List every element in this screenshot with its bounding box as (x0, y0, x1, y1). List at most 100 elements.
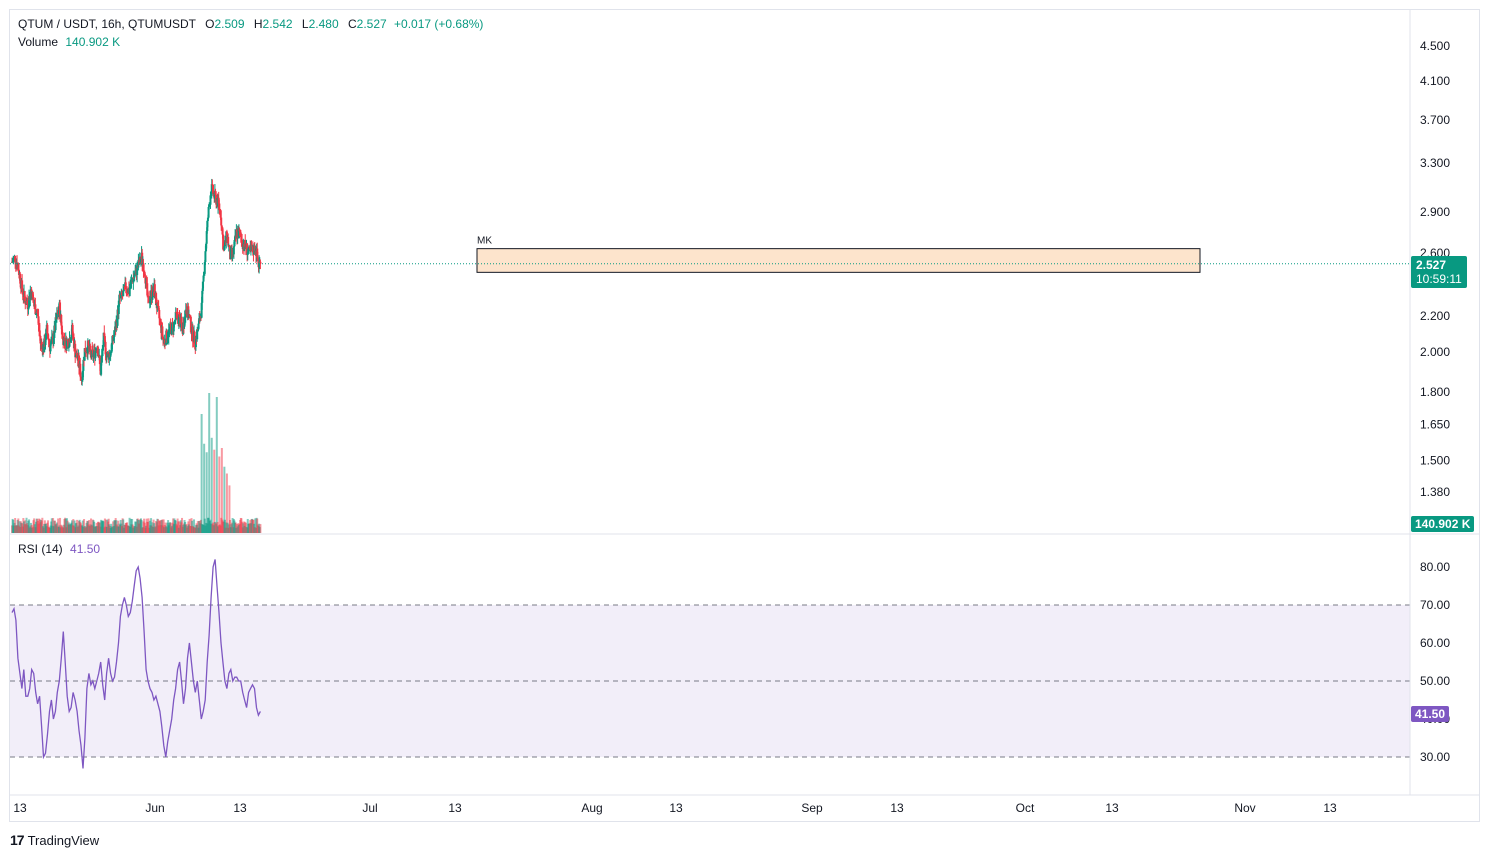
candle-body (259, 261, 262, 264)
candle-body (49, 344, 52, 352)
candle-body (176, 312, 179, 318)
candle-body (237, 230, 240, 239)
candle-body (98, 355, 101, 365)
candle-body (244, 240, 247, 247)
volume-bar (162, 519, 165, 533)
candle-body (145, 278, 148, 284)
volume-legend[interactable]: Volume 140.902 K (18, 35, 120, 49)
volume-bar (177, 521, 180, 533)
volume-bar (254, 518, 257, 533)
symbol-legend[interactable]: QTUM / USDT, 16h, QTUMUSDT O2.509 H2.542… (18, 17, 483, 32)
time-tick-label: 13 (669, 801, 683, 815)
volume-bar (105, 519, 108, 533)
candle-body (133, 275, 136, 278)
price-tick-label: 2.900 (1420, 205, 1450, 219)
volume-bar (59, 517, 62, 533)
tradingview-logo-icon: 17 (10, 832, 25, 848)
candle-body (246, 243, 249, 255)
candle-body (116, 309, 119, 326)
symbol-name[interactable]: QTUM / USDT, 16h, QTUMUSDT (18, 17, 196, 31)
price-tick-label: 2.200 (1420, 309, 1450, 323)
candle-body (227, 236, 230, 246)
tradingview-footer[interactable]: 17 TradingView (10, 832, 99, 848)
candle-body (134, 271, 137, 276)
candle-body (193, 331, 196, 344)
candle-body (163, 339, 166, 343)
rsi-tick-label: 50.00 (1420, 674, 1450, 688)
candle-body (126, 290, 129, 292)
price-tick-label: 3.300 (1420, 156, 1450, 170)
tradingview-brand: TradingView (27, 832, 100, 848)
candle-body (62, 337, 65, 345)
candle-body (44, 339, 47, 346)
candle-body (208, 204, 211, 206)
volume-bar (234, 522, 237, 533)
candle-body (83, 348, 86, 361)
candle-body (31, 292, 34, 298)
candle-body (52, 337, 55, 344)
candle-body (223, 246, 226, 251)
candle-body (109, 352, 112, 357)
candle-body (129, 286, 132, 290)
candle-body (35, 314, 38, 316)
candle-body (234, 235, 237, 241)
candle-body (198, 318, 201, 324)
candle-body (206, 217, 209, 221)
candle-body (201, 290, 204, 303)
candle-body (71, 324, 74, 335)
volume-bar (14, 518, 17, 533)
candle-body (203, 261, 206, 274)
candle-body (246, 252, 249, 255)
candle-body (241, 239, 244, 245)
candle-body (117, 300, 120, 315)
candle-body (217, 197, 220, 204)
candle-body (206, 220, 209, 232)
candle-body (50, 340, 53, 345)
volume-bar (241, 521, 244, 533)
candle-body (177, 315, 180, 324)
candle-body (148, 296, 151, 303)
candle-body (158, 318, 161, 320)
candle-body (184, 310, 187, 323)
candle-body (202, 275, 205, 282)
candle-body (196, 329, 199, 340)
price-tick-label: 2.000 (1420, 345, 1450, 359)
candle-body (79, 363, 82, 377)
rsi-legend[interactable]: RSI (14) 41.50 (18, 542, 100, 556)
candle-body (94, 350, 97, 359)
candle-body (128, 289, 131, 295)
time-tick-label: 13 (448, 801, 462, 815)
candle-body (84, 352, 87, 354)
candle-body (157, 305, 160, 310)
candle-body (174, 311, 177, 321)
candle-body (105, 354, 108, 358)
volume-bar (203, 443, 206, 533)
volume-bar (224, 519, 227, 533)
volume-bar (73, 520, 76, 533)
volume-bar (28, 519, 31, 533)
price-tick-label: 1.800 (1420, 385, 1450, 399)
candle-body (90, 349, 93, 358)
candle-body (240, 237, 243, 240)
volume-bar (208, 393, 211, 533)
change-value: +0.017 (+0.68%) (394, 17, 484, 31)
price-tick-label: 1.500 (1420, 454, 1450, 468)
candle-body (169, 324, 172, 327)
price-tag-value: 2.527 (1416, 258, 1447, 272)
volume-bar (81, 520, 84, 533)
volume-bar (52, 518, 55, 533)
candle-body (69, 339, 72, 343)
low-label: L (301, 17, 309, 31)
candle-body (36, 312, 39, 317)
close-label: C (347, 17, 357, 31)
price-tick-label: 1.650 (1420, 418, 1450, 432)
rsi-tick-label: 60.00 (1420, 636, 1450, 650)
rsi-tick-label: 80.00 (1420, 560, 1450, 574)
candle-body (215, 194, 218, 205)
candle-body (115, 322, 118, 331)
time-tick-label: 13 (890, 801, 904, 815)
candle-body (100, 355, 103, 363)
candle-body (11, 261, 14, 263)
candle-body (110, 351, 113, 353)
